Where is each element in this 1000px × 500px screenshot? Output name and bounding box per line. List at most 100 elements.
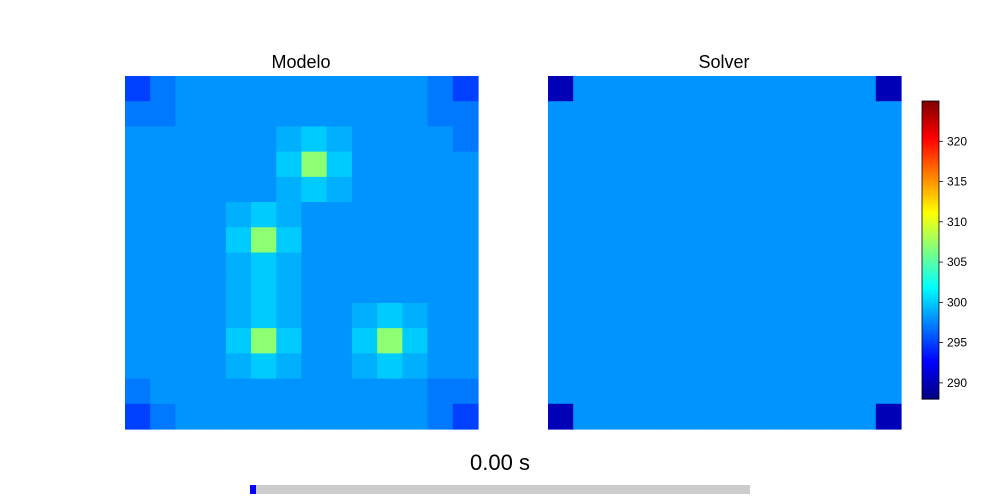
colorbar-segment	[922, 200, 939, 204]
time-slider-fill[interactable]	[250, 485, 256, 494]
colorbar-segment	[922, 123, 939, 127]
heatmap-cell-modelo	[276, 227, 303, 254]
colorbar-segment	[922, 361, 939, 365]
heatmap-cell-solver	[598, 101, 625, 128]
heatmap-cell-modelo	[326, 227, 353, 254]
heatmap-cell-solver	[724, 302, 751, 329]
heatmap-cell-solver	[850, 76, 877, 102]
heatmap-cell-modelo	[150, 378, 177, 405]
heatmap-cell-solver	[774, 353, 801, 380]
heatmap-cell-solver	[724, 328, 751, 354]
colorbar-segment	[922, 108, 939, 112]
heatmap-cell-solver	[774, 76, 801, 102]
heatmap-cell-modelo	[452, 378, 479, 405]
heatmap-cell-modelo	[276, 353, 303, 380]
heatmap-cell-modelo	[452, 101, 479, 128]
colorbar-segment	[922, 217, 939, 221]
heatmap-title-modelo: Modelo	[271, 52, 331, 72]
heatmap-cell-modelo	[402, 176, 429, 203]
heatmap-cell-modelo	[351, 403, 378, 430]
heatmap-cell-solver	[699, 302, 726, 329]
heatmap-cell-solver	[548, 227, 574, 254]
heatmap-cell-solver	[623, 353, 650, 380]
heatmap-cell-modelo	[125, 277, 151, 304]
heatmap-cell-modelo	[427, 202, 454, 228]
time-slider[interactable]	[250, 485, 750, 494]
heatmap-cell-solver	[699, 151, 726, 178]
heatmap-cell-modelo	[175, 101, 202, 128]
heatmap-cell-solver	[674, 277, 700, 304]
colorbar-segment	[922, 282, 939, 286]
heatmap-cell-modelo	[402, 252, 429, 279]
heatmap-cell-solver	[623, 252, 650, 279]
heatmap-cell-solver	[548, 126, 574, 153]
heatmap-cell-solver	[573, 378, 600, 405]
colorbar-segment	[922, 349, 939, 353]
heatmap-cell-solver	[774, 403, 801, 430]
heatmap-cell-solver	[648, 277, 675, 304]
heatmap-cell-solver	[623, 101, 650, 128]
heatmap-cell-modelo	[225, 151, 252, 178]
heatmap-cell-solver	[648, 353, 675, 380]
heatmap-cell-modelo	[225, 101, 252, 128]
heatmap-cell-solver	[648, 151, 675, 178]
heatmap-cell-modelo	[175, 151, 202, 178]
heatmap-cell-solver	[749, 151, 776, 178]
heatmap-cell-solver	[598, 277, 625, 304]
colorbar-segment	[922, 128, 939, 132]
heatmap-cell-modelo	[301, 126, 328, 153]
heatmap-cell-modelo	[377, 403, 403, 430]
heatmap-cell-solver	[850, 252, 877, 279]
colorbar-segment	[922, 302, 939, 306]
heatmap-cell-solver	[573, 227, 600, 254]
colorbar-segment	[922, 222, 939, 226]
heatmap-cell-modelo	[452, 202, 479, 228]
heatmap-cell-modelo	[377, 227, 403, 254]
heatmap-cell-modelo	[251, 76, 277, 102]
heatmap-cell-modelo	[276, 403, 303, 430]
colorbar-segment	[922, 336, 939, 340]
heatmap-cell-modelo	[452, 328, 479, 354]
heatmap-cell-solver	[825, 76, 852, 102]
heatmap-cell-solver	[699, 176, 726, 203]
heatmap-cell-solver	[850, 227, 877, 254]
heatmap-cell-modelo	[200, 101, 227, 128]
heatmap-cell-modelo	[427, 101, 454, 128]
colorbar-segment	[922, 389, 939, 393]
heatmap-cell-solver	[598, 176, 625, 203]
heatmap-cell-modelo	[251, 176, 277, 203]
heatmap-cell-solver	[724, 126, 751, 153]
heatmap-cell-modelo	[251, 302, 277, 329]
colorbar-segment	[922, 277, 939, 281]
colorbar-segment	[922, 105, 939, 110]
heatmap-cell-modelo	[251, 101, 277, 128]
heatmap-cell-modelo	[225, 353, 252, 380]
heatmap-cell-modelo	[301, 227, 328, 254]
heatmap-cell-modelo	[251, 202, 277, 228]
heatmap-cell-modelo	[150, 126, 177, 153]
heatmap-cell-modelo	[150, 176, 177, 203]
colorbar-segment	[922, 396, 939, 400]
heatmap-cell-solver	[850, 151, 877, 178]
heatmap-cell-modelo	[125, 76, 151, 102]
heatmap-cell-solver	[749, 202, 776, 228]
heatmap-cell-solver	[825, 328, 852, 354]
heatmap-cell-modelo	[301, 403, 328, 430]
heatmap-cell-solver	[573, 353, 600, 380]
heatmap-cell-solver	[623, 176, 650, 203]
heatmap-cell-modelo	[175, 277, 202, 304]
colorbar-segment	[922, 130, 939, 134]
heatmap-cell-solver	[598, 151, 625, 178]
heatmap-cell-modelo	[200, 378, 227, 405]
heatmap-cell-solver	[648, 403, 675, 430]
heatmap-cell-modelo	[225, 126, 252, 153]
colorbar-segment	[922, 145, 939, 149]
colorbar-segment	[922, 120, 939, 124]
colorbar-segment	[922, 364, 939, 368]
heatmap-cell-solver	[573, 76, 600, 102]
colorbar-segment	[922, 376, 939, 380]
heatmap-cell-modelo	[150, 101, 177, 128]
colorbar-segment	[922, 185, 939, 189]
colorbar-segment	[922, 187, 939, 191]
heatmap-cell-modelo	[427, 151, 454, 178]
